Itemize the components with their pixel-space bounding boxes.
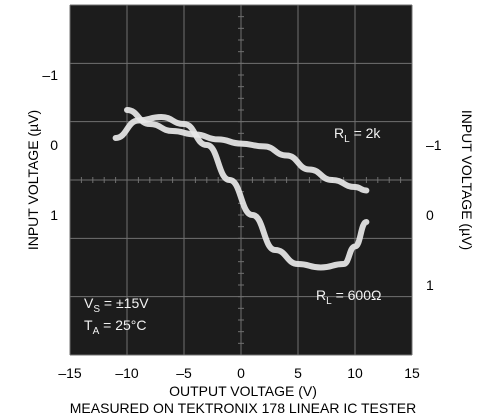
left-tick-label: 0 <box>50 137 58 153</box>
series-line-0 <box>124 107 370 194</box>
condition-supply: VS = ±15V <box>84 295 149 315</box>
x-tick-label: 5 <box>294 365 302 381</box>
left-tick-label: 1 <box>50 207 58 223</box>
left-tick-labels: –1 0 1 <box>42 67 58 223</box>
x-tick-label: 10 <box>347 365 363 381</box>
right-tick-labels: –1 0 1 <box>426 137 442 293</box>
right-axis-title: INPUT VOLTAGE (µV) <box>459 110 475 250</box>
x-tick-label: 0 <box>237 365 245 381</box>
left-tick-label: –1 <box>42 67 58 83</box>
right-tick-label: 1 <box>426 277 434 293</box>
x-tick-label: –10 <box>115 365 139 381</box>
traces <box>112 107 370 271</box>
series-label-2k: RL = 2k <box>334 125 381 145</box>
footnote: MEASURED ON TEKTRONIX 178 LINEAR IC TEST… <box>70 400 416 416</box>
x-axis-title: OUTPUT VOLTAGE (V) <box>169 383 317 399</box>
left-axis-title: INPUT VOLTAGE (µV) <box>25 110 41 250</box>
series-label-600: RL = 600Ω <box>316 287 381 307</box>
right-tick-label: –1 <box>426 137 442 153</box>
grid <box>69 4 413 356</box>
x-tick-labels: –15 –10 –5 0 5 10 15 <box>58 365 420 381</box>
x-tick-label: 15 <box>404 365 420 381</box>
series-line-1 <box>112 114 370 271</box>
condition-temperature: TA = 25°C <box>84 317 146 337</box>
x-tick-label: –5 <box>176 365 192 381</box>
right-tick-label: 0 <box>426 207 434 223</box>
x-tick-label: –15 <box>58 365 82 381</box>
